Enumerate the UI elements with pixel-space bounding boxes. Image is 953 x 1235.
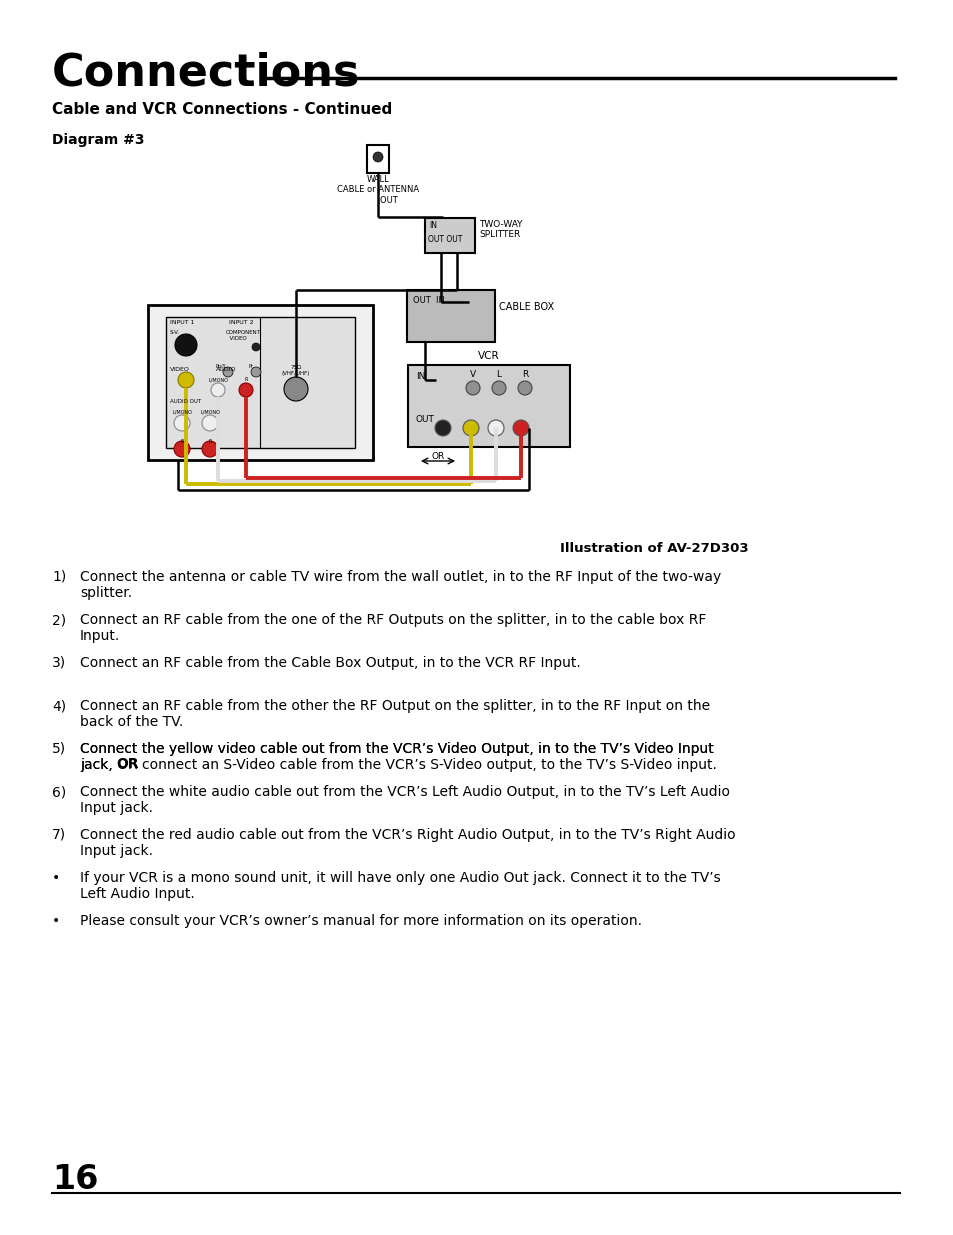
Text: 6): 6) [52, 785, 66, 799]
Circle shape [174, 333, 196, 356]
Circle shape [173, 415, 190, 431]
Bar [408, 366, 569, 447]
Circle shape [373, 152, 382, 162]
Circle shape [252, 343, 260, 351]
Circle shape [239, 383, 253, 396]
Text: S-V.: S-V. [170, 330, 180, 335]
Circle shape [284, 377, 308, 401]
Text: R: R [208, 438, 212, 445]
Text: IN: IN [416, 372, 425, 382]
Text: Pb/Y: Pb/Y [215, 364, 226, 369]
Text: INPUT 2: INPUT 2 [229, 320, 253, 325]
Text: INPUT 1: INPUT 1 [170, 320, 194, 325]
Circle shape [465, 382, 479, 395]
Text: Pr: Pr [249, 364, 253, 369]
Text: OR: OR [431, 452, 444, 461]
Bar [166, 317, 355, 448]
Circle shape [435, 420, 451, 436]
Text: V: V [470, 370, 476, 379]
Text: Connect an RF cable from the other the RF Output on the splitter, in to the RF I: Connect an RF cable from the other the R… [80, 699, 709, 729]
Text: WALL
CABLE or ANTENNA
        OUT: WALL CABLE or ANTENNA OUT [336, 175, 418, 205]
Circle shape [462, 420, 478, 436]
Circle shape [492, 382, 505, 395]
Circle shape [251, 367, 261, 377]
Bar [407, 290, 495, 342]
Text: R: R [180, 438, 184, 445]
Text: Connect the antenna or cable TV wire from the wall outlet, in to the RF Input of: Connect the antenna or cable TV wire fro… [80, 571, 720, 600]
Bar [424, 219, 475, 253]
Text: OR: OR [116, 757, 139, 771]
Text: 4): 4) [52, 699, 66, 713]
Circle shape [517, 382, 532, 395]
Text: Illustration of AV-27D303: Illustration of AV-27D303 [559, 542, 748, 555]
Text: 16: 16 [52, 1163, 98, 1195]
Text: AUDIO OUT: AUDIO OUT [170, 399, 201, 404]
Text: CABLE BOX: CABLE BOX [498, 303, 554, 312]
Text: R: R [521, 370, 528, 379]
Text: Please consult your VCR’s owner’s manual for more information on its operation.: Please consult your VCR’s owner’s manual… [80, 914, 641, 927]
Text: 75Ω
(VHF/UHF): 75Ω (VHF/UHF) [281, 366, 310, 375]
Text: Cable and VCR Connections - Continued: Cable and VCR Connections - Continued [52, 103, 392, 117]
Text: TWO-WAY
SPLITTER: TWO-WAY SPLITTER [478, 220, 522, 240]
Text: Connect the white audio cable out from the VCR’s Left Audio Output, in to the TV: Connect the white audio cable out from t… [80, 785, 729, 815]
Circle shape [178, 372, 193, 388]
Text: •: • [52, 914, 60, 927]
Text: L/MONO: L/MONO [208, 377, 228, 382]
Text: R: R [244, 377, 248, 382]
Text: Connect the yellow video cable out from the VCR’s Video Output, in to the TV’s V: Connect the yellow video cable out from … [80, 742, 713, 772]
Circle shape [211, 383, 225, 396]
Circle shape [173, 441, 190, 457]
Text: 7): 7) [52, 827, 66, 842]
Text: Diagram #3: Diagram #3 [52, 133, 144, 147]
Text: Connect an RF cable from the one of the RF Outputs on the splitter, in to the ca: Connect an RF cable from the one of the … [80, 613, 705, 643]
Text: VCR: VCR [477, 351, 499, 361]
Text: 2): 2) [52, 613, 66, 627]
Text: Connect the red audio cable out from the VCR’s Right Audio Output, in to the TV’: Connect the red audio cable out from the… [80, 827, 735, 858]
Bar [148, 305, 373, 459]
Circle shape [202, 415, 218, 431]
Circle shape [488, 420, 503, 436]
Text: OUT OUT: OUT OUT [428, 235, 462, 245]
Text: L/MONO: L/MONO [200, 409, 220, 414]
Text: L: L [496, 370, 501, 379]
Circle shape [223, 367, 233, 377]
Text: Connect an RF cable from the Cable Box Output, in to the VCR RF Input.: Connect an RF cable from the Cable Box O… [80, 656, 580, 671]
Text: IN: IN [429, 221, 436, 230]
Bar [367, 144, 389, 173]
Text: Connect the yellow video cable out from the VCR’s Video Output, in to the TV’s V: Connect the yellow video cable out from … [80, 742, 716, 772]
Text: COMPONENT
  VIDEO: COMPONENT VIDEO [226, 330, 261, 341]
Circle shape [202, 441, 218, 457]
Text: Connections: Connections [52, 52, 360, 95]
Text: 1): 1) [52, 571, 66, 584]
Text: VIDEO: VIDEO [170, 367, 190, 372]
Circle shape [513, 420, 529, 436]
Text: If your VCR is a mono sound unit, it will have only one Audio Out jack. Connect : If your VCR is a mono sound unit, it wil… [80, 871, 720, 902]
Text: L/MONO: L/MONO [172, 409, 192, 414]
Text: 3): 3) [52, 656, 66, 671]
Text: OUT: OUT [416, 415, 435, 424]
Text: AUDIO: AUDIO [215, 367, 236, 372]
Text: •: • [52, 871, 60, 885]
Text: 5): 5) [52, 742, 66, 756]
Text: OUT  IN: OUT IN [413, 296, 444, 305]
